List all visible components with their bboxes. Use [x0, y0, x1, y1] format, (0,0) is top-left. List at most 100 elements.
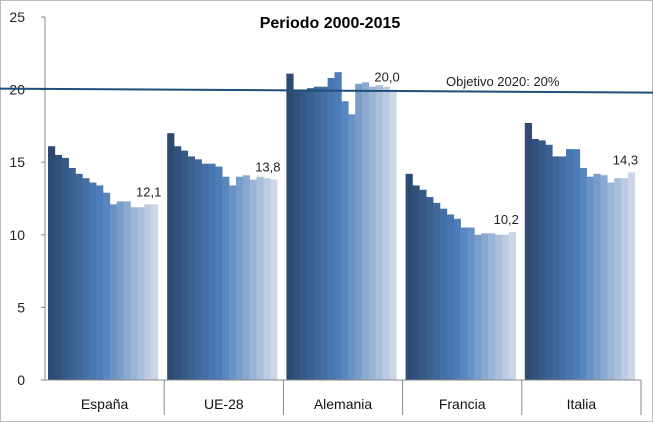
category-label: UE-28	[204, 396, 244, 412]
bar-Italia-2006	[566, 149, 574, 380]
bar-Alemania-2003	[307, 88, 315, 380]
bar-Francia-2015	[508, 231, 516, 380]
bar-Italia-2004	[552, 156, 560, 380]
bars	[48, 72, 636, 381]
bar-España-2012	[130, 207, 138, 380]
bar-UE-28-2007	[215, 166, 223, 380]
chart-title: Periodo 2000-2015	[260, 15, 401, 32]
bar-Italia-2013	[614, 178, 622, 380]
bar-Alemania-2015	[389, 89, 397, 380]
bar-UE-28-2005	[201, 163, 209, 380]
bar-España-2010	[116, 201, 124, 380]
y-tick-label: 10	[9, 227, 25, 243]
bar-Francia-2014	[501, 234, 510, 380]
bar-UE-28-2009	[229, 185, 237, 380]
bar-Italia-2010	[593, 173, 601, 380]
data-labels: 12,1 13,8 20,0 10,2 14,3	[136, 70, 638, 227]
category-label: Francia	[439, 396, 486, 412]
bar-Francia-2007	[453, 218, 461, 380]
bar-Italia-2001	[531, 138, 539, 380]
bar-UE-28-2003	[187, 156, 195, 380]
y-tick-label: 0	[17, 372, 25, 388]
y-tick-label: 15	[9, 154, 25, 170]
bar-Francia-2008	[460, 227, 468, 380]
bar-Francia-2000	[405, 173, 413, 380]
bar-UE-28-2015	[270, 179, 278, 380]
bar-Francia-2002	[419, 189, 427, 380]
bar-Alemania-2009	[348, 114, 356, 380]
bar-Francia-2010	[474, 234, 482, 380]
bar-España-2004	[75, 173, 83, 380]
bar-Italia-2008	[579, 168, 587, 380]
bar-España-2005	[82, 178, 90, 380]
bar-UE-28-2010	[235, 176, 244, 380]
bar-UE-28-2014	[263, 178, 271, 380]
bar-Italia-2002	[538, 140, 546, 380]
data-label: 20,0	[374, 70, 399, 85]
bar-España-2008	[103, 192, 111, 380]
bar-Italia-2009	[586, 176, 594, 380]
bar-UE-28-2001	[174, 146, 182, 380]
bar-Alemania-2000	[286, 73, 294, 381]
bar-Italia-2007	[572, 149, 581, 380]
bar-UE-28-2006	[208, 163, 216, 380]
bar-Francia-2001	[412, 185, 420, 380]
bar-España-2013	[137, 207, 145, 380]
category-label: Italia	[567, 396, 597, 412]
bar-Francia-2012	[488, 233, 496, 380]
bar-UE-28-2002	[180, 150, 189, 380]
bar-Francia-2003	[426, 197, 434, 380]
bar-España-2014	[144, 204, 152, 380]
bar-Alemania-2011	[362, 82, 370, 380]
bar-Alemania-2002	[300, 89, 308, 380]
bar-España-2015	[151, 204, 159, 380]
bar-UE-28-2011	[242, 175, 250, 380]
bar-Italia-2003	[545, 144, 553, 380]
bar-Alemania-2006	[327, 77, 335, 380]
bar-España-2006	[89, 182, 97, 380]
bar-España-2000	[48, 146, 56, 380]
data-label: 10,2	[494, 212, 519, 227]
bar-UE-28-2008	[222, 176, 230, 380]
bar-Alemania-2004	[313, 86, 322, 381]
bar-UE-28-2004	[194, 159, 202, 380]
bar-España-2009	[109, 204, 118, 380]
bar-Italia-2012	[607, 182, 615, 380]
bar-Alemania-2007	[334, 72, 342, 381]
bar-Alemania-2010	[355, 83, 363, 381]
bar-Alemania-2012	[368, 86, 377, 381]
bar-España-2001	[54, 154, 63, 380]
target-line	[0, 87, 653, 94]
bar-Italia-2014	[621, 178, 629, 380]
bar-Italia-2000	[524, 122, 532, 380]
bar-UE-28-2012	[249, 179, 257, 380]
data-label: 14,3	[613, 152, 638, 167]
data-label: 12,1	[136, 184, 161, 199]
bar-Italia-2005	[559, 156, 567, 380]
bar-Alemania-2005	[320, 86, 328, 381]
bar-Alemania-2001	[293, 89, 301, 380]
bar-Francia-2004	[433, 202, 441, 380]
bar-España-2011	[123, 201, 131, 380]
category-label: España	[81, 396, 129, 412]
bar-Francia-2013	[494, 234, 503, 380]
bar-España-2002	[61, 157, 69, 380]
bar-Alemania-2014	[382, 86, 390, 381]
bar-Francia-2005	[439, 208, 448, 380]
bar-UE-28-2000	[167, 133, 175, 380]
bar-España-2003	[68, 168, 76, 380]
target-line-label: Objetivo 2020: 20%	[446, 74, 560, 89]
y-tick-label: 5	[17, 299, 25, 315]
bar-Alemania-2008	[341, 101, 349, 380]
bar-Alemania-2013	[375, 85, 383, 380]
bar-Italia-2011	[600, 175, 608, 380]
category-label: Alemania	[314, 396, 373, 412]
bar-UE-28-2013	[256, 176, 264, 380]
data-label: 13,8	[255, 160, 280, 175]
y-tick-label: 25	[9, 9, 25, 25]
bar-Francia-2006	[446, 214, 455, 380]
bar-Francia-2009	[467, 227, 475, 380]
bar-España-2007	[96, 185, 104, 380]
